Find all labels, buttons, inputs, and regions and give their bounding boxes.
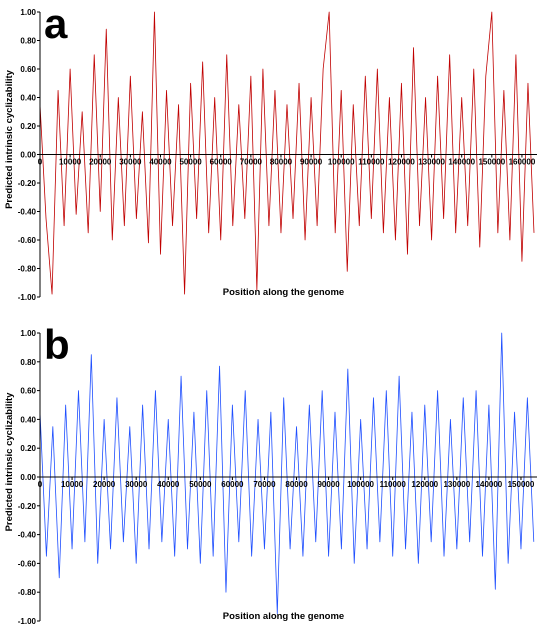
y-tick-label: 0.20 <box>20 122 36 131</box>
y-axis-label: Predicted intrinsic cyclizability <box>4 392 15 532</box>
y-tick-label: 0.40 <box>20 415 36 424</box>
x-tick-label: 130000 <box>443 480 470 489</box>
y-tick-label: -1.00 <box>18 293 37 302</box>
y-tick-label: 0.40 <box>20 94 36 103</box>
x-tick-label: 160000 <box>509 158 536 167</box>
x-tick-label: 0 <box>38 158 43 167</box>
y-tick-label: 0.60 <box>20 65 36 74</box>
x-axis-label: Position along the genome <box>223 611 344 622</box>
x-tick-label: 150000 <box>508 480 535 489</box>
x-tick-label: 10000 <box>61 480 84 489</box>
x-tick-label: 150000 <box>478 158 505 167</box>
x-tick-label: 0 <box>38 480 43 489</box>
x-tick-label: 120000 <box>388 158 415 167</box>
x-tick-label: 120000 <box>411 480 438 489</box>
x-tick-label: 100000 <box>347 480 374 489</box>
x-tick-label: 60000 <box>210 158 233 167</box>
y-tick-label: 0.60 <box>20 387 36 396</box>
y-tick-label: -0.80 <box>18 588 37 597</box>
y-tick-label: -0.20 <box>18 502 37 511</box>
x-tick-label: 140000 <box>476 480 503 489</box>
data-line <box>39 11 535 295</box>
x-axis-label: Position along the genome <box>223 287 344 298</box>
x-tick-label: 50000 <box>189 480 212 489</box>
x-tick-label: 20000 <box>93 480 116 489</box>
data-line <box>39 332 535 615</box>
x-tick-label: 100000 <box>328 158 355 167</box>
x-tick-label: 80000 <box>285 480 308 489</box>
y-tick-label: 0.20 <box>20 444 36 453</box>
x-tick-label: 20000 <box>89 158 112 167</box>
y-tick-label: -1.00 <box>18 617 37 626</box>
y-tick-label: -0.40 <box>18 531 37 540</box>
x-tick-label: 30000 <box>125 480 148 489</box>
y-tick-label: -0.60 <box>18 559 37 568</box>
y-tick-label: -0.40 <box>18 208 37 217</box>
x-tick-label: 50000 <box>179 158 202 167</box>
x-tick-label: 10000 <box>59 158 82 167</box>
y-tick-label: -0.20 <box>18 179 37 188</box>
y-tick-label: 0.00 <box>20 473 36 482</box>
x-tick-label: 130000 <box>418 158 445 167</box>
y-tick-label: 1.00 <box>20 8 36 17</box>
y-tick-label: -0.80 <box>18 265 37 274</box>
x-tick-label: 40000 <box>157 480 180 489</box>
y-axis-label: Predicted intrinsic cyclizability <box>4 69 15 209</box>
x-tick-label: 70000 <box>240 158 263 167</box>
x-tick-label: 110000 <box>358 158 385 167</box>
y-tick-label: 1.00 <box>20 329 36 338</box>
x-tick-label: 30000 <box>119 158 142 167</box>
y-tick-label: 0.00 <box>20 151 36 160</box>
x-tick-label: 90000 <box>300 158 323 167</box>
y-tick-label: -0.60 <box>18 236 37 245</box>
x-tick-label: 140000 <box>448 158 475 167</box>
x-tick-label: 70000 <box>253 480 276 489</box>
x-tick-label: 80000 <box>270 158 293 167</box>
panel-label: a <box>44 0 68 47</box>
x-tick-label: 90000 <box>317 480 340 489</box>
x-tick-label: 60000 <box>221 480 244 489</box>
y-tick-label: 0.80 <box>20 37 36 46</box>
panel-label: b <box>44 321 70 368</box>
y-tick-label: 0.80 <box>20 358 36 367</box>
x-tick-label: 40000 <box>149 158 172 167</box>
x-tick-label: 110000 <box>380 480 407 489</box>
